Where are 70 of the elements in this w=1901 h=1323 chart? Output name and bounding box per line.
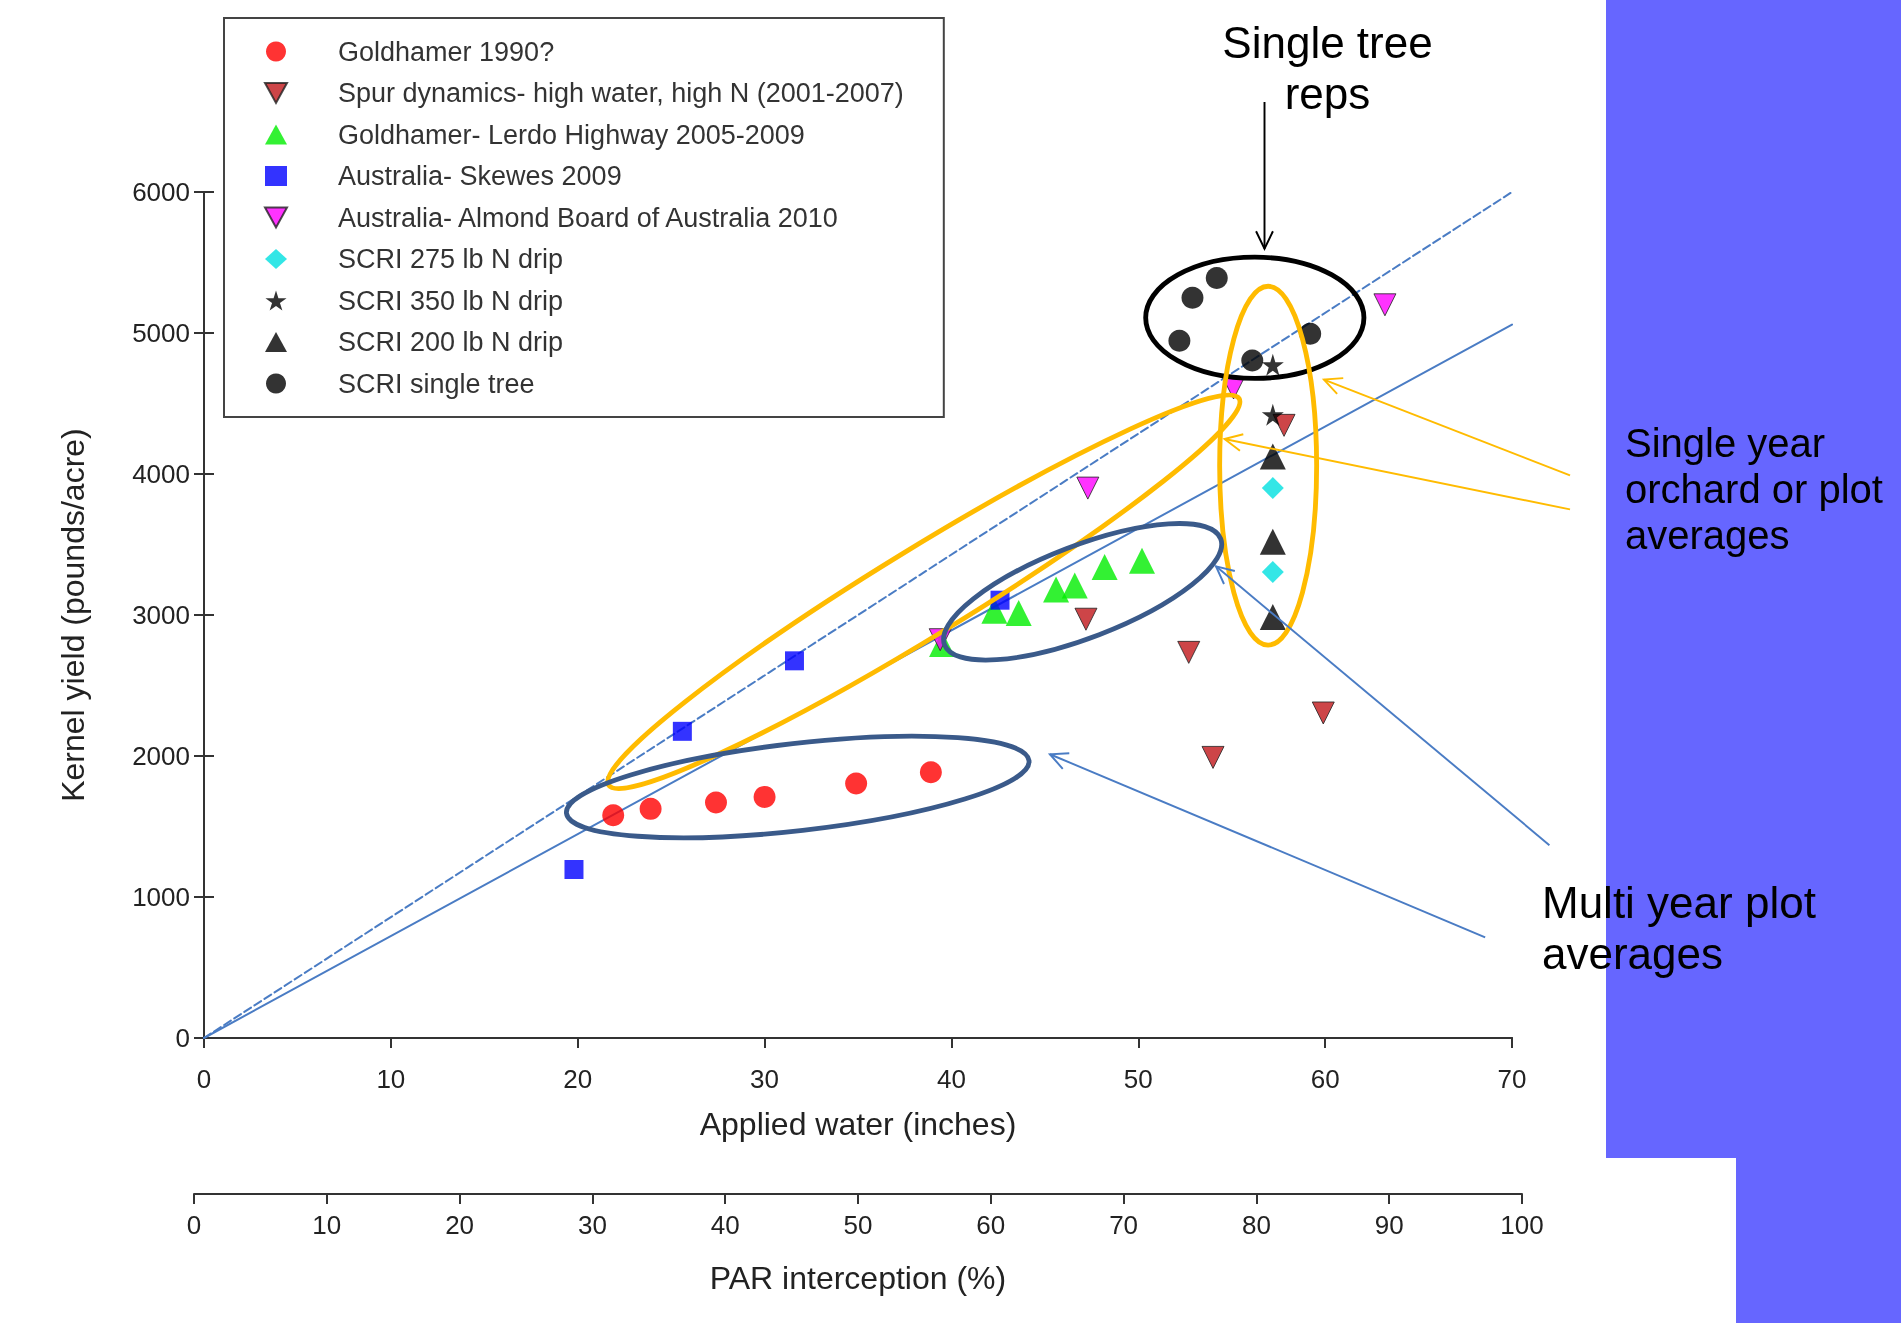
point: [564, 860, 584, 880]
point: [1129, 547, 1156, 574]
legend-label: SCRI 350 lb N drip: [338, 285, 564, 316]
point: [1241, 349, 1264, 372]
y-axis-title: Kernel yield (pounds/acre): [55, 428, 91, 802]
point: [1259, 604, 1286, 631]
x-tick-label: 30: [750, 1064, 780, 1094]
point: [602, 804, 625, 827]
point: [753, 785, 776, 808]
point: [1311, 701, 1335, 725]
point: [1043, 576, 1070, 603]
x-tick-label: 50: [1123, 1064, 1153, 1094]
point: [1177, 640, 1201, 664]
point: [1205, 267, 1228, 289]
point: [639, 797, 662, 820]
legend-label: Australia- Almond Board of Australia 2010: [338, 202, 838, 233]
point: [1259, 528, 1286, 555]
y-tick-label: 2000: [132, 741, 190, 771]
legend-label: SCRI 275 lb N drip: [338, 244, 564, 274]
x-tick-label: 40: [936, 1064, 966, 1094]
x2-tick-label: 30: [577, 1210, 607, 1240]
point: [784, 651, 804, 671]
point: [1201, 745, 1225, 769]
legend-label: Australia- Skewes 2009: [338, 161, 622, 191]
y-tick-label: 0: [175, 1023, 190, 1053]
x-tick-label: 70: [1497, 1064, 1527, 1094]
legend-label: Spur dynamics- high water, high N (2001-2007): [338, 78, 904, 108]
point: [1074, 607, 1098, 631]
x-axis-title: Applied water (inches): [699, 1106, 1017, 1142]
legend-label: Goldhamer 1990?: [338, 36, 555, 67]
x2-tick-label: 10: [312, 1210, 342, 1240]
point: [1061, 572, 1088, 599]
point: [1261, 560, 1284, 583]
point: [919, 761, 942, 784]
x2-tick-label: 40: [710, 1210, 740, 1240]
point: [1373, 293, 1397, 317]
x2-tick-label: 60: [976, 1210, 1006, 1240]
point: [1261, 477, 1284, 500]
point: [1259, 443, 1286, 470]
point: [1168, 329, 1191, 352]
x2-tick-label: 20: [445, 1210, 475, 1240]
x2-tick-label: 70: [1109, 1210, 1139, 1240]
legend-label: SCRI 200 lb N drip: [338, 327, 564, 357]
y-tick-label: 4000: [132, 459, 190, 489]
point: [1076, 476, 1100, 500]
legend-label: Goldhamer- Lerdo Highway 2005-2009: [338, 119, 805, 150]
x-tick-label: 0: [196, 1064, 212, 1094]
text: Single tree reps: [1221, 18, 1434, 120]
point: [1091, 554, 1118, 581]
x-tick-label: 60: [1310, 1064, 1340, 1094]
point: [845, 772, 868, 795]
x2-tick-label: 90: [1374, 1210, 1404, 1240]
x2-tick-label: 80: [1241, 1210, 1271, 1240]
x-tick-label: 10: [376, 1064, 406, 1094]
point: [1181, 286, 1204, 309]
point: [705, 791, 727, 814]
y-tick-label: 1000: [132, 882, 190, 912]
point: [1261, 403, 1284, 426]
legend-label: SCRI single tree: [338, 368, 535, 399]
y-tick-label: 3000: [132, 600, 190, 630]
y-tick-label: 5000: [132, 318, 190, 348]
x2-axis-title: PAR interception (%): [709, 1260, 1007, 1296]
point: [1005, 599, 1032, 626]
x2-tick-label: 50: [843, 1210, 873, 1240]
x-tick-label: 20: [563, 1064, 593, 1094]
point: [672, 721, 692, 741]
point: [1261, 353, 1284, 376]
x2-tick-label: 100: [1500, 1210, 1544, 1240]
text: Single year orchard or plot averages: [1625, 420, 1884, 558]
y-tick-label: 6000: [132, 177, 190, 207]
